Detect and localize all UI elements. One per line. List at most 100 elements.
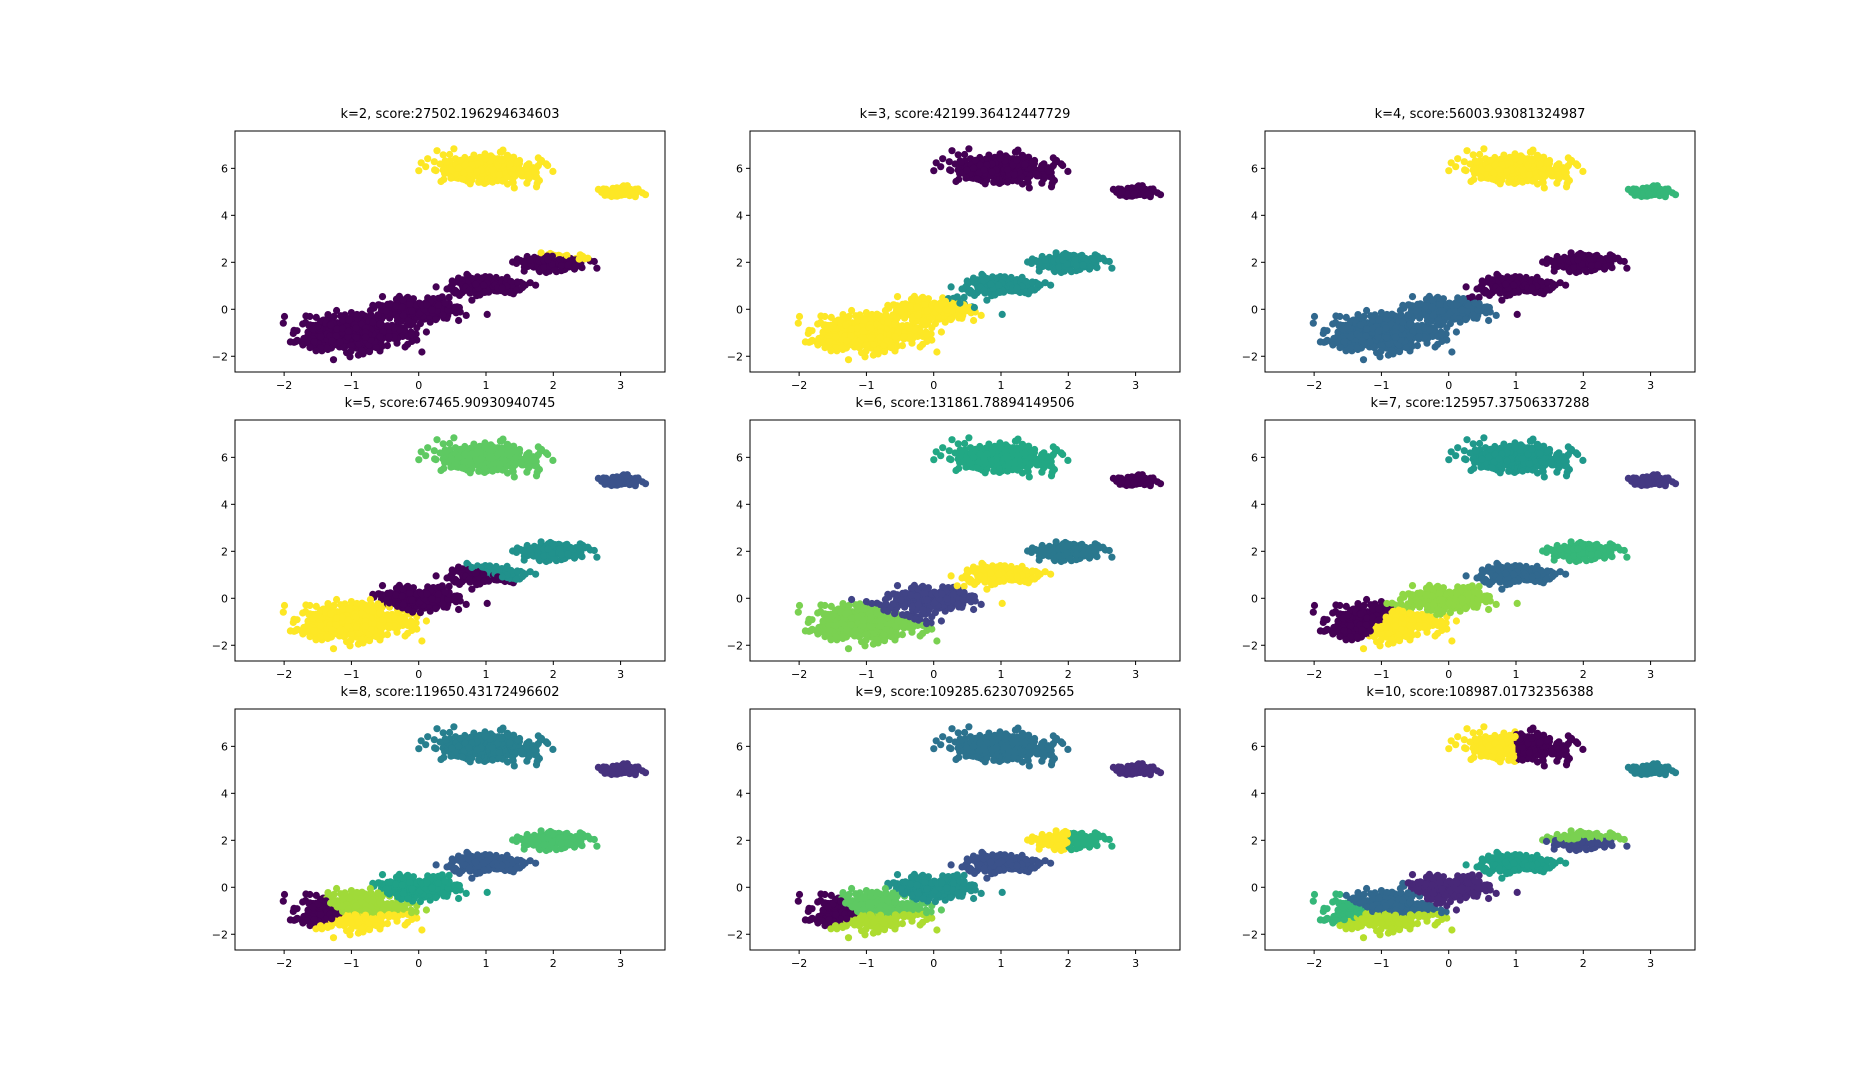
data-point: [1032, 170, 1040, 178]
data-point: [947, 283, 955, 291]
data-point: [399, 311, 407, 320]
data-point: [537, 158, 545, 166]
data-point: [347, 347, 355, 355]
data-point: [499, 146, 507, 154]
data-point: [887, 344, 895, 352]
data-point: [898, 342, 906, 350]
data-point: [905, 324, 914, 332]
data-point: [374, 311, 382, 319]
data-point: [1064, 167, 1072, 175]
subplot-k4: k=4, score:56003.93081324987 −2 −1 0 1 2 3 −2 0 2…: [1242, 107, 1696, 392]
data-point: [993, 274, 1001, 282]
data-point: [987, 280, 995, 288]
data-point: [1332, 312, 1340, 320]
data-point: [1055, 263, 1063, 271]
data-point: [352, 334, 360, 342]
data-point: [1046, 167, 1054, 176]
data-point: [827, 313, 835, 321]
data-point: [1027, 259, 1036, 267]
data-point: [1464, 301, 1473, 309]
data-point: [1038, 179, 1046, 187]
data-point: [593, 264, 601, 272]
data-point: [436, 160, 444, 168]
axes-frame: [749, 130, 1181, 373]
data-point: [383, 342, 391, 350]
data-point: [509, 176, 517, 184]
data-point: [893, 342, 901, 351]
data-point: [385, 333, 393, 341]
subplot-title: k=3, score:42199.36412447729: [859, 107, 1071, 122]
data-point: [1492, 311, 1500, 319]
data-point: [312, 347, 320, 355]
data-point: [468, 274, 476, 283]
data-point: [1453, 301, 1461, 309]
data-point: [446, 150, 454, 159]
x-tick-label: −1: [343, 379, 359, 392]
data-point: [1090, 255, 1098, 263]
data-point: [891, 320, 899, 328]
data-point: [390, 324, 399, 332]
data-point: [526, 279, 534, 287]
y-tick-label: −2: [727, 350, 743, 363]
data-point: [969, 164, 978, 172]
data-point: [328, 337, 336, 345]
data-point: [434, 301, 443, 309]
data-point: [842, 321, 850, 329]
data-point: [1353, 344, 1361, 352]
data-point: [873, 310, 881, 318]
data-point: [1429, 311, 1437, 320]
data-point: [1377, 309, 1385, 317]
data-point: [445, 293, 453, 301]
data-point: [531, 167, 539, 176]
data-point: [336, 338, 344, 346]
data-point: [401, 343, 409, 351]
data-point: [332, 332, 340, 340]
data-point: [838, 344, 846, 352]
data-point: [510, 184, 518, 192]
data-point: [1105, 257, 1113, 266]
x-tick-label: 3: [1132, 379, 1139, 392]
data-point: [1108, 264, 1116, 272]
data-point: [352, 324, 360, 332]
y-tick-label: 2: [221, 256, 228, 269]
data-point: [1310, 312, 1319, 321]
data-point: [1420, 333, 1428, 341]
data-point: [615, 190, 623, 198]
data-point: [1395, 348, 1404, 356]
data-point: [956, 299, 964, 307]
data-point: [1397, 336, 1405, 344]
data-point: [1438, 307, 1446, 315]
data-point: [333, 325, 341, 333]
data-point: [851, 338, 859, 346]
data-point: [369, 318, 377, 326]
data-point: [339, 324, 347, 333]
data-point: [463, 270, 471, 278]
subplot-title: k=4, score:56003.93081324987: [1374, 107, 1586, 122]
data-point: [981, 180, 989, 188]
data-point: [1475, 293, 1483, 301]
data-point: [1358, 337, 1366, 345]
data-point: [345, 316, 353, 324]
data-point: [817, 312, 825, 320]
data-point: [931, 320, 939, 328]
data-point: [1063, 260, 1071, 268]
data-point: [1396, 306, 1404, 315]
points: [279, 145, 650, 364]
data-point: [962, 174, 970, 182]
data-point: [1003, 166, 1011, 174]
data-point: [1513, 310, 1521, 318]
data-point: [366, 306, 374, 315]
data-point: [312, 313, 320, 321]
data-point: [503, 154, 511, 162]
data-point: [983, 274, 991, 283]
data-point: [1363, 306, 1371, 315]
data-point: [532, 281, 540, 289]
data-point: [442, 158, 450, 166]
data-point: [448, 166, 456, 174]
x-tick-label: 2: [550, 379, 557, 392]
data-point: [1436, 301, 1444, 309]
data-point: [919, 317, 927, 325]
data-point: [455, 303, 463, 312]
data-point: [1028, 278, 1036, 286]
